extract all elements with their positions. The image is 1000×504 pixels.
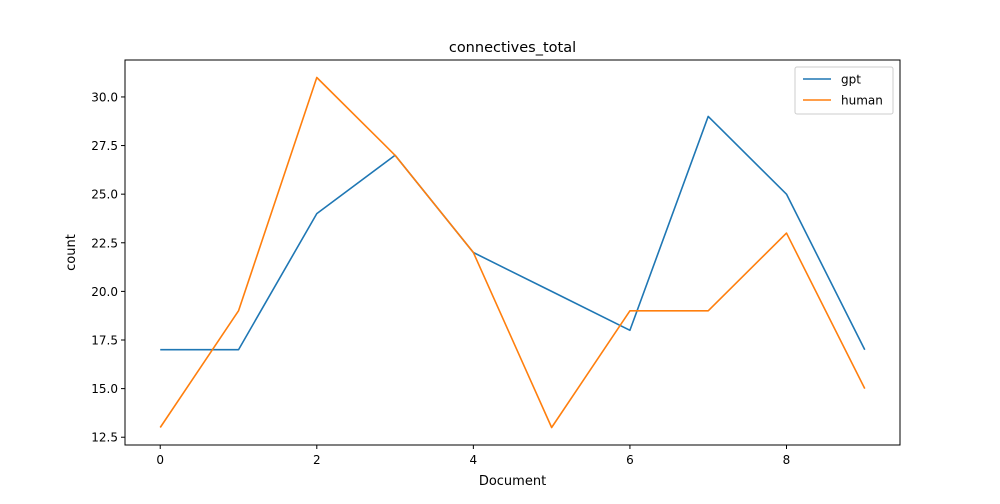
x-tick-label: 0 <box>156 453 164 467</box>
x-tick-label: 4 <box>470 453 478 467</box>
x-tick-label: 6 <box>626 453 634 467</box>
y-tick-label: 20.0 <box>91 285 118 299</box>
x-tick-label: 2 <box>313 453 321 467</box>
legend-label-gpt: gpt <box>841 73 861 87</box>
series-lines <box>159 76 866 429</box>
y-tick-label: 22.5 <box>91 236 118 250</box>
y-tick-label: 30.0 <box>91 90 118 104</box>
x-axis-title: Document <box>479 474 546 489</box>
series-line-human <box>159 76 866 429</box>
plot-frame <box>124 59 901 446</box>
x-tick-label: 8 <box>783 453 791 467</box>
y-tick-label: 12.5 <box>91 431 118 445</box>
legend: gpt human <box>794 66 894 115</box>
axis-ticks: 0 2 4 6 8 12.5 15.0 17.5 20.0 22.5 25.0 27.5 30.0 <box>91 90 790 467</box>
legend-label-human: human <box>841 94 883 108</box>
y-axis-title: count <box>64 234 79 271</box>
y-tick-label: 25.0 <box>91 188 118 202</box>
y-tick-label: 27.5 <box>91 139 118 153</box>
y-tick-label: 15.0 <box>91 382 118 396</box>
series-line-gpt <box>160 115 866 351</box>
chart-title: connectives_total <box>449 40 576 56</box>
y-tick-label: 17.5 <box>91 334 118 348</box>
